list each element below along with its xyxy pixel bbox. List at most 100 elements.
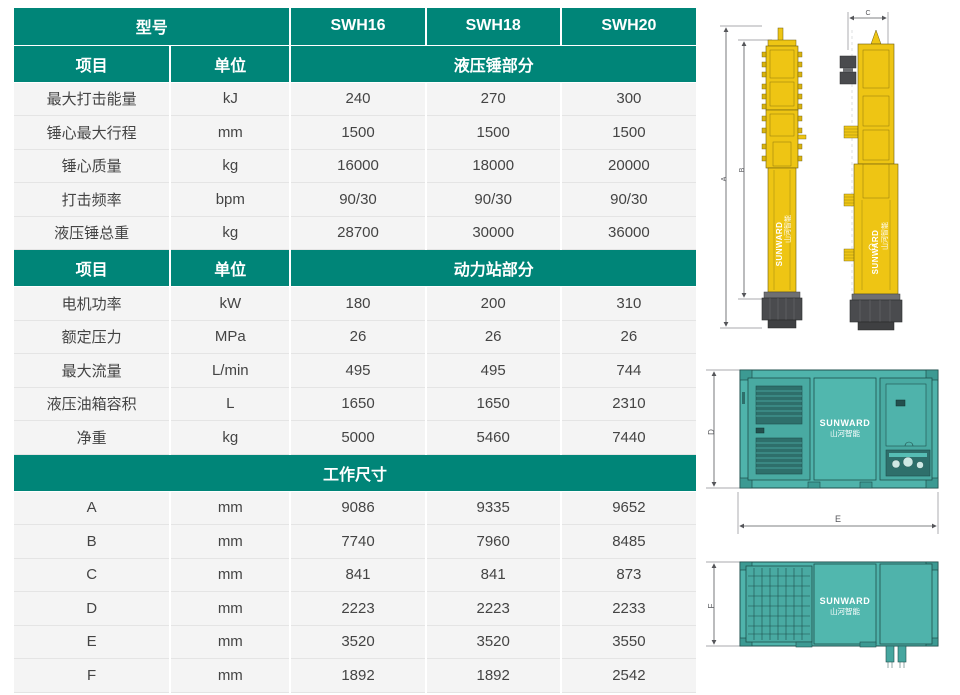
row-value-SWH20: 2233 (559, 591, 696, 626)
row-value-SWH20: 300 (559, 82, 696, 116)
row-item-name: 最大打击能量 (14, 82, 171, 116)
row-value-SWH18: 30000 (424, 216, 561, 250)
row-value-SWH16: 1650 (289, 387, 426, 421)
row-unit: L (169, 387, 291, 421)
row-unit: kJ (169, 82, 291, 116)
station-front-brand-cn: 山河智能 (830, 428, 860, 438)
item-label: 项目 (14, 45, 171, 83)
section-header-row: 项目 单位 液压锤部分 (14, 45, 696, 83)
row-item-name: 锤心质量 (14, 149, 171, 183)
row-item-name: F (14, 658, 171, 693)
row-value-SWH20: 744 (559, 353, 696, 388)
row-unit: kg (169, 216, 291, 250)
row-value-SWH16: 90/30 (289, 182, 426, 217)
row-unit: mm (169, 491, 291, 525)
row-unit: mm (169, 591, 291, 626)
row-unit: kW (169, 286, 291, 321)
row-value-SWH16: 1892 (289, 658, 426, 693)
table-row: 净重 kg 5000 5460 7440 (14, 420, 696, 455)
row-value-SWH20: 1500 (559, 115, 696, 150)
row-item-name: 液压锤总重 (14, 216, 171, 250)
power-station-front-drawing: D E (700, 352, 960, 542)
row-unit: mm (169, 115, 291, 150)
row-value-SWH18: 7960 (424, 524, 561, 559)
row-unit: L/min (169, 353, 291, 388)
station-dim-e-label: E (835, 514, 841, 524)
table-row: 电机功率 kW 180 200 310 (14, 286, 696, 321)
row-item-name: 液压油箱容积 (14, 387, 171, 421)
table-row: 最大打击能量 kJ 240 270 300 (14, 82, 696, 116)
unit-label: 单位 (169, 249, 291, 287)
station-dim-d-label: D (707, 429, 716, 435)
row-item-name: 最大流量 (14, 353, 171, 388)
row-value-SWH16: 180 (289, 286, 426, 321)
hammer-dim-c-label: C (865, 10, 870, 17)
row-value-SWH18: 1650 (424, 387, 561, 421)
specification-table-body: 型号 SWH16 SWH18 SWH20 项目 单位 液压锤部分 最大打击能量 kJ 240 270… (14, 8, 696, 693)
row-unit: MPa (169, 320, 291, 354)
table-header-row-model: 型号 SWH16 SWH18 SWH20 (14, 8, 696, 46)
hammer-front-brand-en: SUNWARD (775, 222, 784, 267)
row-item-name: 额定压力 (14, 320, 171, 354)
row-value-SWH18: 200 (424, 286, 561, 321)
row-value-SWH20: 2310 (559, 387, 696, 421)
row-value-SWH16: 5000 (289, 420, 426, 455)
power-station-container-front: SUNWARD 山河智能 (739, 369, 939, 489)
row-item-name: B (14, 524, 171, 559)
row-value-SWH16: 9086 (289, 491, 426, 525)
model-column-SWH18: SWH18 (424, 8, 561, 46)
row-value-SWH20: 20000 (559, 149, 696, 183)
power-station-container-plan: SUNWARD 山河智能 (739, 561, 939, 668)
section-header-row: 项目 单位 动力站部分 (14, 249, 696, 287)
dimensions-band-row: 工作尺寸 (14, 454, 696, 492)
row-value-SWH16: 28700 (289, 216, 426, 250)
row-unit: kg (169, 149, 291, 183)
hammer-side-view: SUNWARD 山河智能 (839, 29, 903, 331)
table-row: 液压锤总重 kg 28700 30000 36000 (14, 216, 696, 250)
table-row: 打击频率 bpm 90/30 90/30 90/30 (14, 182, 696, 217)
station-front-brand-en: SUNWARD (820, 418, 871, 428)
station-dim-f-label: F (707, 603, 716, 608)
row-item-name: 净重 (14, 420, 171, 455)
hammer-dim-b-label: B (739, 167, 746, 172)
row-value-SWH16: 1500 (289, 115, 426, 150)
section-band-label: 动力站部分 (289, 249, 696, 287)
row-item-name: E (14, 625, 171, 659)
hammer-front-brand-cn: 山河智能 (783, 215, 792, 243)
table-row: 最大流量 L/min 495 495 744 (14, 353, 696, 388)
specification-table: 型号 SWH16 SWH18 SWH20 项目 单位 液压锤部分 最大打击能量 kJ 240 270… (14, 8, 696, 693)
row-item-name: 锤心最大行程 (14, 115, 171, 150)
row-value-SWH20: 310 (559, 286, 696, 321)
model-label: 型号 (14, 8, 291, 46)
row-value-SWH20: 8485 (559, 524, 696, 559)
power-station-plan-drawing: F (700, 546, 960, 692)
model-column-SWH20: SWH20 (559, 8, 696, 46)
row-item-name: 打击频率 (14, 182, 171, 217)
row-value-SWH18: 841 (424, 558, 561, 592)
row-unit: mm (169, 558, 291, 592)
row-value-SWH20: 90/30 (559, 182, 696, 217)
row-unit: mm (169, 658, 291, 693)
row-unit: kg (169, 420, 291, 455)
row-value-SWH16: 26 (289, 320, 426, 354)
table-row: 额定压力 MPa 26 26 26 (14, 320, 696, 354)
hydraulic-hammer-drawing: A B (700, 4, 960, 344)
row-item-name: D (14, 591, 171, 626)
row-value-SWH20: 3550 (559, 625, 696, 659)
row-unit: bpm (169, 182, 291, 217)
row-value-SWH18: 90/30 (424, 182, 561, 217)
hammer-front-view: SUNWARD 山河智能 (761, 27, 807, 329)
row-value-SWH20: 873 (559, 558, 696, 592)
table-row: 锤心质量 kg 16000 18000 20000 (14, 149, 696, 183)
row-value-SWH16: 7740 (289, 524, 426, 559)
row-item-name: C (14, 558, 171, 592)
hammer-dim-a-label: A (721, 176, 728, 181)
row-value-SWH16: 2223 (289, 591, 426, 626)
row-value-SWH16: 240 (289, 82, 426, 116)
